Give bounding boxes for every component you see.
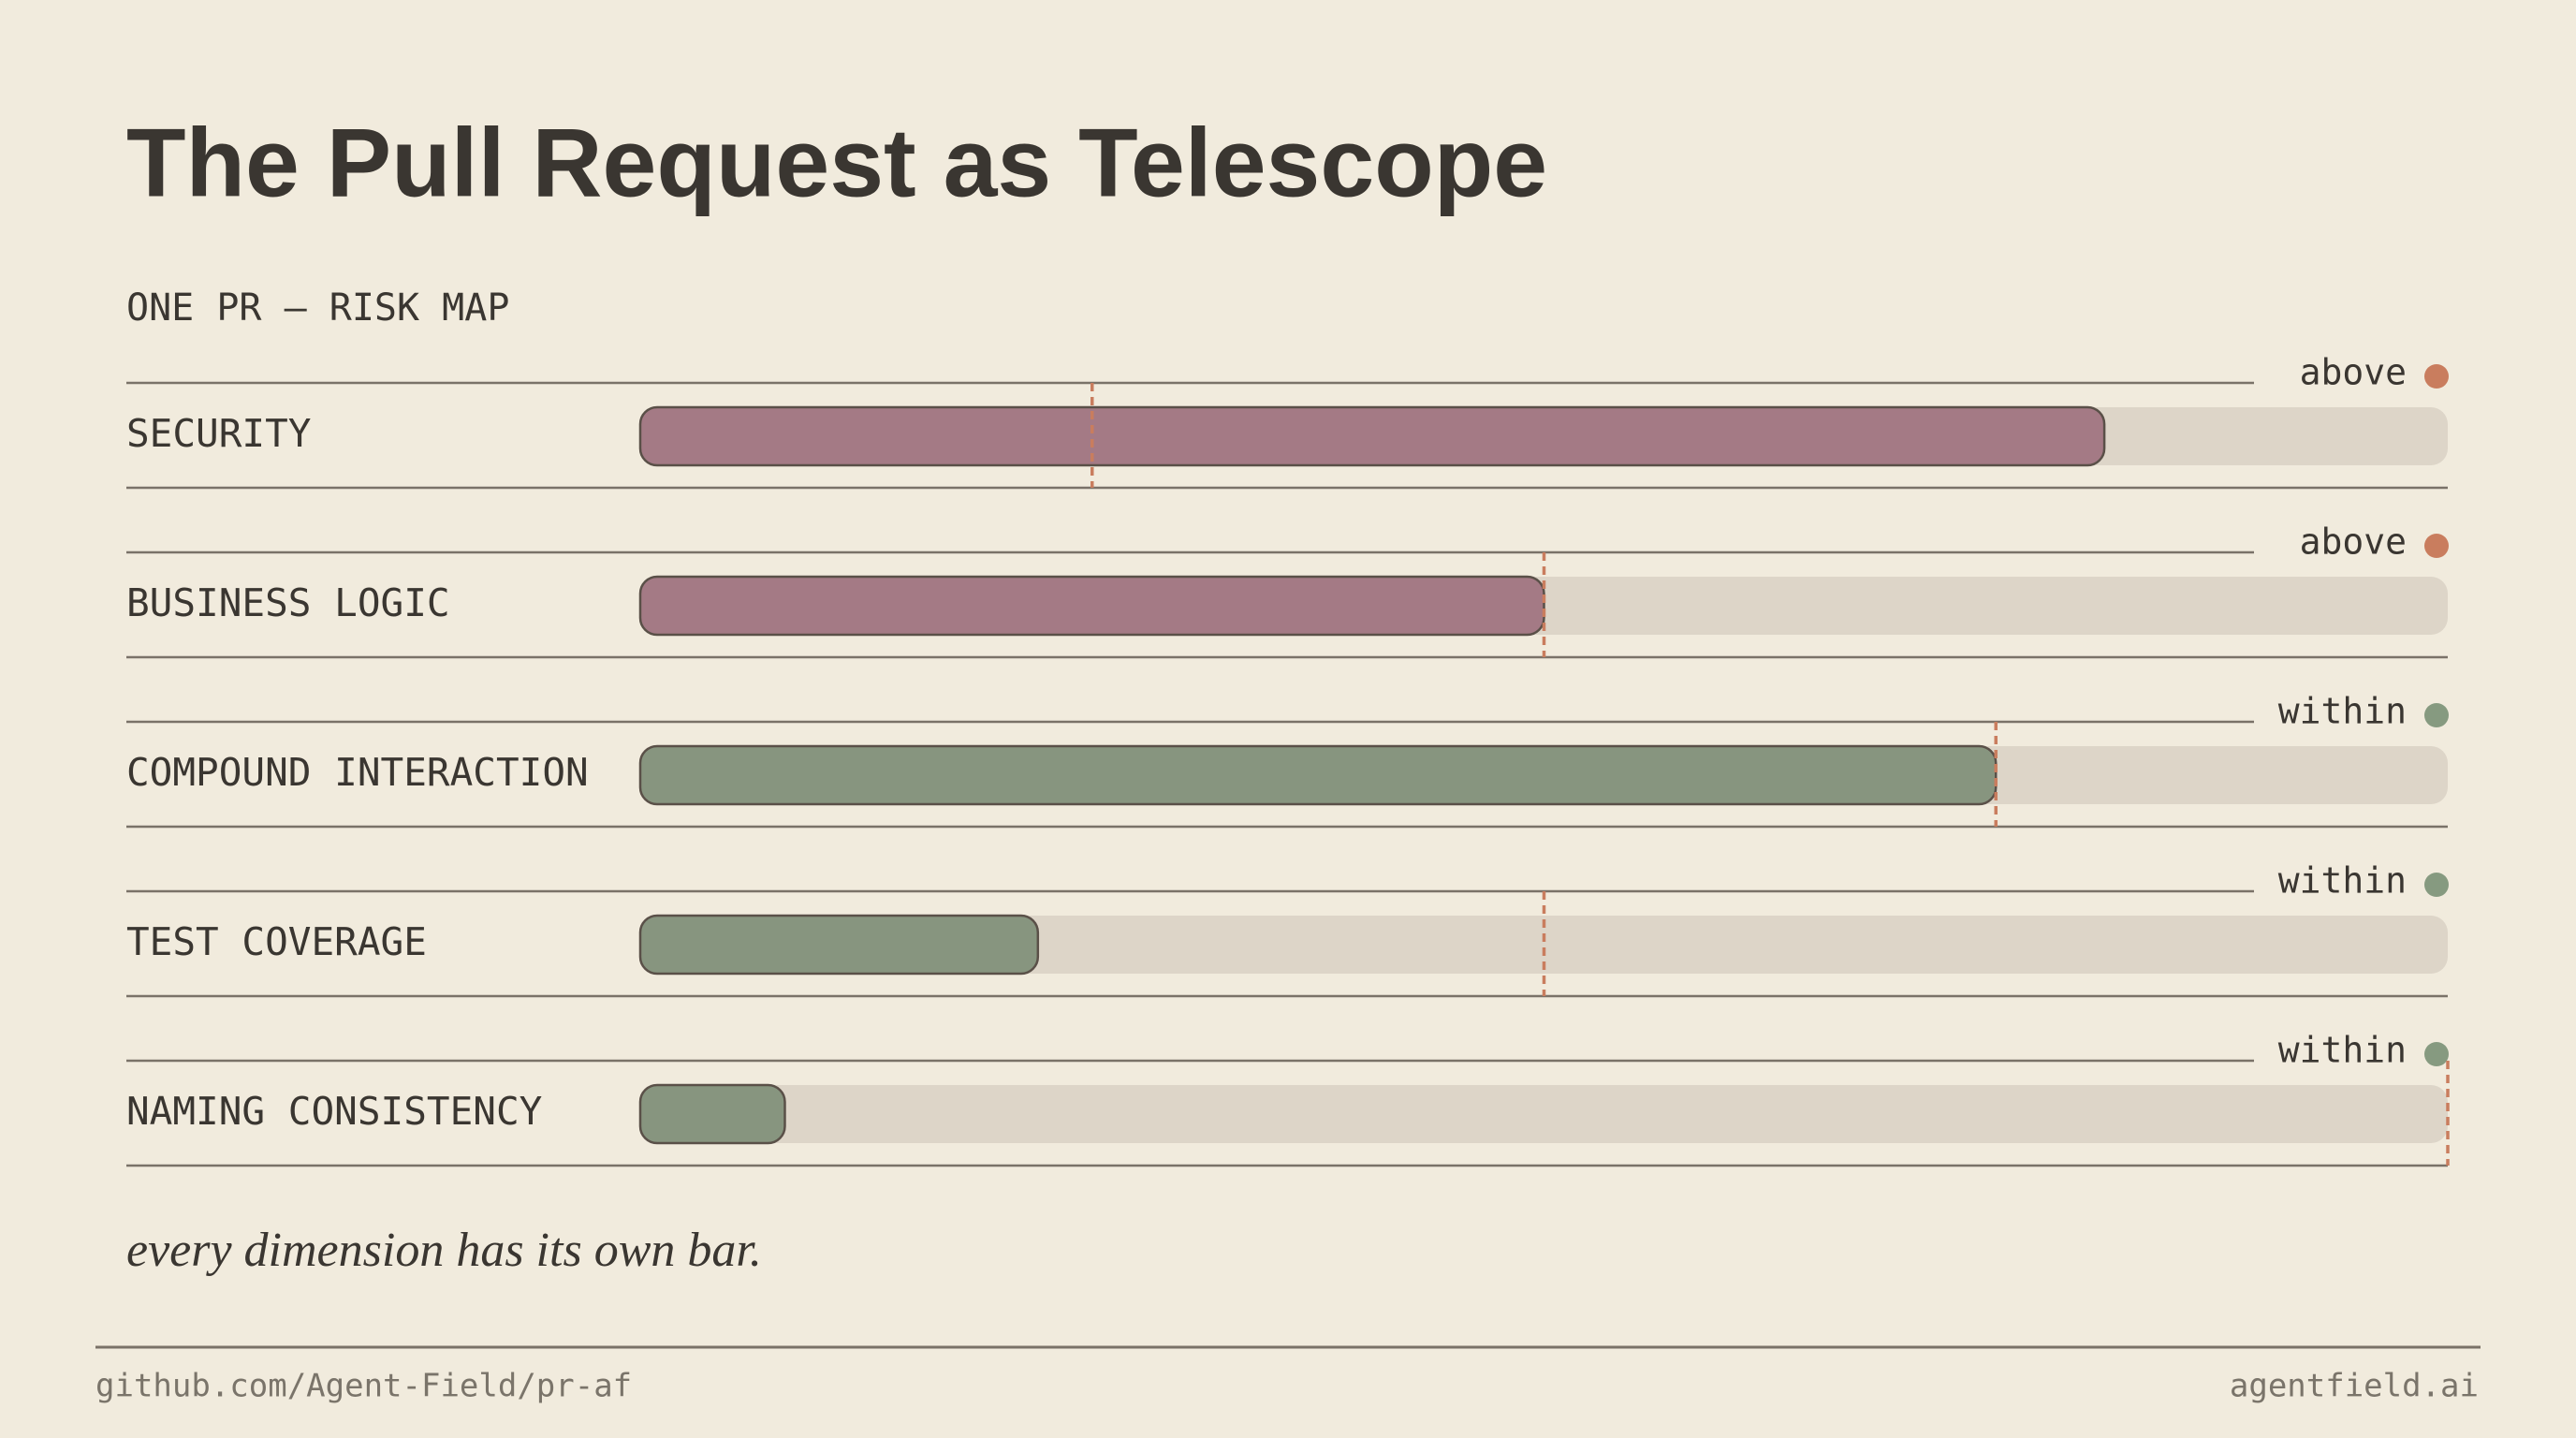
status-dot <box>2424 703 2449 727</box>
status-dot <box>2424 364 2449 389</box>
annotation: every dimension has its own bar. <box>126 1224 762 1277</box>
status-dot <box>2424 534 2449 558</box>
footer-right: agentfield.ai <box>2230 1368 2479 1405</box>
bar-track <box>640 916 2448 974</box>
status-dot <box>2424 873 2449 897</box>
category-label: BUSINESS LOGIC <box>126 580 450 625</box>
bar <box>638 744 1998 806</box>
bar <box>638 405 2106 467</box>
status-label: above <box>2300 352 2407 393</box>
title: The Pull Request as Telescope <box>126 109 1547 217</box>
category-label: SECURITY <box>126 411 311 456</box>
status-label: within <box>2278 691 2407 732</box>
status-dot <box>2424 1042 2449 1066</box>
footer-left: github.com/Agent-Field/pr-af <box>95 1368 632 1405</box>
subtitle: ONE PR — RISK MAP <box>126 286 509 330</box>
status-label: above <box>2300 521 2407 563</box>
status-label: within <box>2278 860 2407 902</box>
bar <box>638 1083 786 1145</box>
status-label: within <box>2278 1030 2407 1071</box>
category-label: TEST COVERAGE <box>126 919 427 964</box>
bar <box>638 914 1040 976</box>
bar-track <box>640 1085 2448 1143</box>
category-label: COMPOUND INTERACTION <box>126 750 589 795</box>
bar <box>638 575 1545 637</box>
category-label: NAMING CONSISTENCY <box>126 1089 542 1134</box>
